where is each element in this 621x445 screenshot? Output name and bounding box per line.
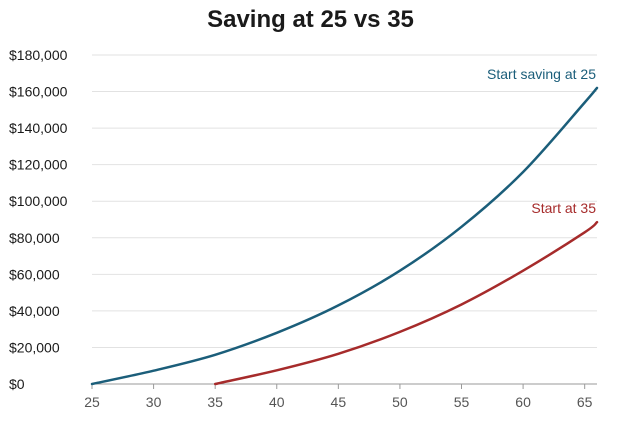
- x-tick-label: 35: [207, 394, 223, 410]
- y-tick-label: $40,000: [9, 303, 60, 319]
- x-tick-label: 40: [269, 394, 285, 410]
- series-label-start-25: Start saving at 25: [487, 66, 596, 82]
- y-tick-label: $80,000: [9, 230, 60, 246]
- x-tick-label: 55: [454, 394, 470, 410]
- y-tick-label: $100,000: [9, 193, 68, 209]
- y-tick-label: $160,000: [9, 84, 68, 100]
- series-line-start-35: [213, 220, 599, 386]
- y-tick-label: $180,000: [9, 47, 68, 63]
- x-tick-label: 60: [515, 394, 531, 410]
- series-line-start-25: [90, 86, 599, 386]
- y-tick-label: $140,000: [9, 120, 68, 136]
- series-label-start-35: Start at 35: [531, 200, 596, 216]
- x-tick-label: 30: [146, 394, 162, 410]
- x-tick-label: 45: [331, 394, 347, 410]
- y-tick-label: $0: [9, 376, 25, 392]
- y-tick-label: $120,000: [9, 157, 68, 173]
- y-tick-label: $20,000: [9, 339, 60, 355]
- x-tick-label: 50: [392, 394, 408, 410]
- x-tick-label: 25: [84, 394, 100, 410]
- x-tick-label: 65: [577, 394, 593, 410]
- chart-title: Saving at 25 vs 35: [207, 6, 414, 33]
- y-tick-label: $60,000: [9, 266, 60, 282]
